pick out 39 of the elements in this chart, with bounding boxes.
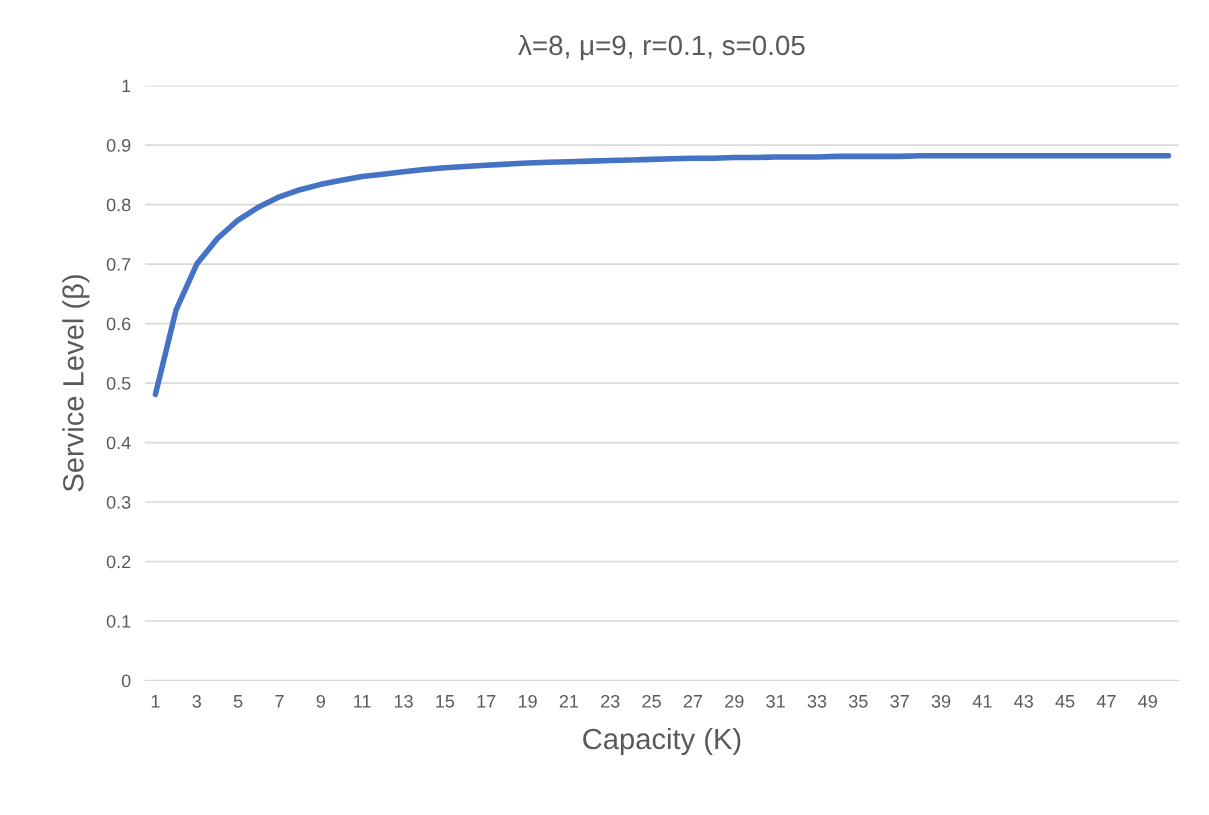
y-axis-title: Service Level (β) xyxy=(62,275,90,492)
x-tick-label: 29 xyxy=(725,694,744,708)
x-tick-label: 33 xyxy=(807,694,827,708)
x-tick-label: 13 xyxy=(394,694,413,708)
y-tick-label: 0.8 xyxy=(106,198,131,212)
x-tick-label: 17 xyxy=(477,695,496,708)
x-tick-label: 11 xyxy=(354,695,371,708)
x-tick-label: 7 xyxy=(275,695,284,708)
y-tick-label: 0.5 xyxy=(106,376,131,390)
y-tick-label: 0.4 xyxy=(106,436,131,450)
x-tick-label: 21 xyxy=(559,694,579,708)
x-tick-label: 9 xyxy=(316,694,325,708)
y-tick-label: 0.3 xyxy=(106,495,131,509)
x-tick-label: 5 xyxy=(233,695,243,708)
x-tick-label: 1 xyxy=(151,695,160,708)
y-tick-label: 1 xyxy=(122,79,131,93)
y-tick-label: 0.6 xyxy=(106,317,131,331)
x-tick-label: 35 xyxy=(848,694,868,708)
x-tick-label: 19 xyxy=(518,694,537,708)
chart-title: λ=8, μ=9, r=0.1, s=0.05 xyxy=(518,34,805,61)
x-tick-label: 23 xyxy=(601,694,620,708)
x-tick-label: 25 xyxy=(642,694,661,708)
x-tick-label: 37 xyxy=(890,694,909,708)
x-tick-label: 49 xyxy=(1138,694,1157,708)
x-tick-label: 39 xyxy=(931,694,951,708)
x-tick-label: 47 xyxy=(1096,695,1116,708)
x-tick-label: 45 xyxy=(1055,695,1075,708)
y-tick-label: 0.2 xyxy=(106,555,131,569)
x-tick-label: 27 xyxy=(683,694,703,708)
x-tick-label: 31 xyxy=(766,694,785,708)
x-tick-label: 3 xyxy=(192,694,201,708)
y-tick-label: 0 xyxy=(121,674,131,688)
y-tick-label: 0.9 xyxy=(106,139,131,152)
y-tick-label: 0.1 xyxy=(106,614,131,628)
x-tick-label: 41 xyxy=(972,695,992,708)
x-axis-title: Capacity (K) xyxy=(583,727,741,756)
x-tick-label: 15 xyxy=(436,695,455,708)
y-tick-label: 0.7 xyxy=(106,257,131,271)
x-tick-label: 43 xyxy=(1014,694,1033,708)
